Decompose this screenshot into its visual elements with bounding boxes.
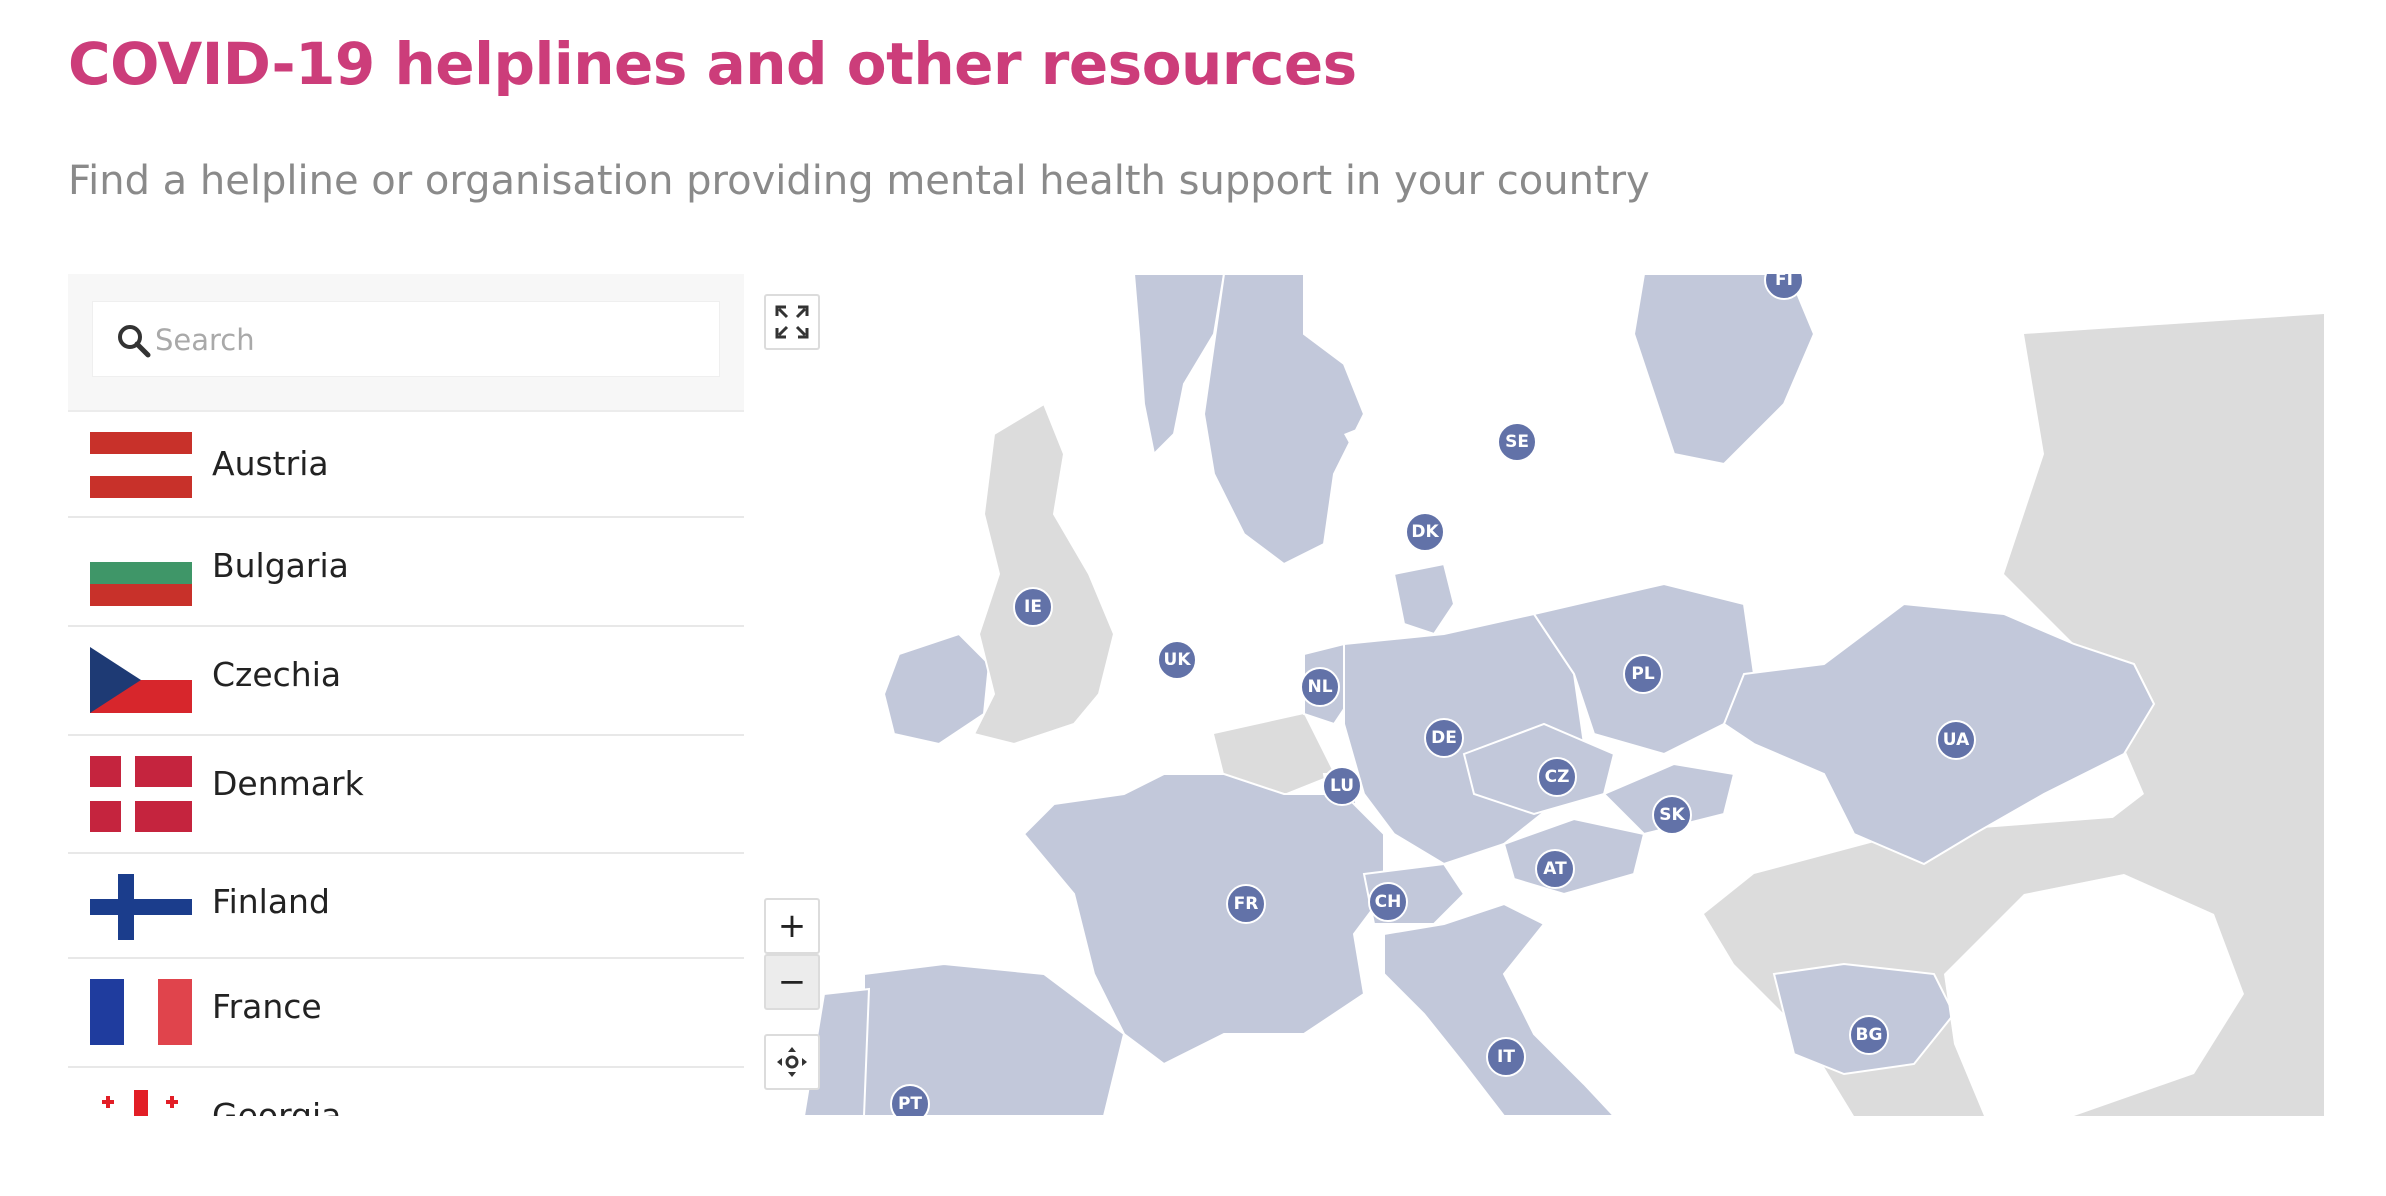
search-box[interactable] bbox=[92, 301, 720, 378]
map-region-austria bbox=[1502, 817, 1646, 896]
france-flag-icon bbox=[90, 979, 192, 1045]
map-region-ireland bbox=[882, 632, 991, 746]
map-region-finland bbox=[1632, 274, 1816, 466]
zoom-out-label: − bbox=[777, 962, 807, 1002]
country-item-austria[interactable]: Austria bbox=[68, 412, 744, 518]
recenter-icon bbox=[777, 1047, 807, 1077]
country-name: Czechia bbox=[212, 655, 342, 694]
map-region-denmark bbox=[1392, 562, 1456, 636]
map-canvas[interactable] bbox=[744, 274, 2324, 1116]
search-icon bbox=[118, 325, 151, 358]
recenter-button[interactable] bbox=[764, 1034, 820, 1090]
map-region-spain bbox=[863, 962, 1126, 1116]
country-name: France bbox=[212, 987, 322, 1026]
map-region-uk bbox=[972, 402, 1116, 746]
search-input[interactable] bbox=[153, 302, 717, 378]
map-region-switzerland bbox=[1362, 862, 1466, 925]
finland-flag-icon bbox=[90, 874, 192, 940]
country-item-denmark[interactable]: Denmark bbox=[68, 736, 744, 854]
country-item-finland[interactable]: Finland bbox=[68, 854, 744, 959]
country-name: Austria bbox=[212, 444, 329, 483]
country-item-bulgaria[interactable]: Bulgaria bbox=[68, 518, 744, 627]
map-region-sea bbox=[1944, 874, 2244, 1116]
austria-flag-icon bbox=[90, 432, 192, 498]
country-name: Finland bbox=[212, 882, 330, 921]
denmark-flag-icon bbox=[90, 756, 192, 832]
map-region-unhighlighted bbox=[1214, 714, 1334, 794]
country-name: Denmark bbox=[212, 764, 364, 803]
zoom-in-button[interactable]: + bbox=[764, 898, 820, 954]
country-name: Bulgaria bbox=[212, 546, 349, 585]
expand-icon bbox=[775, 305, 809, 339]
europe-map[interactable]: + − FI SE DK IE UK NL PL DE UA CZ LU SK … bbox=[744, 274, 2324, 1116]
zoom-in-label: + bbox=[777, 906, 807, 946]
country-item-georgia[interactable]: Georgia bbox=[68, 1068, 744, 1116]
map-region-sweden bbox=[1202, 274, 1366, 566]
country-item-france[interactable]: France bbox=[68, 959, 744, 1068]
country-list: Austria Bulgaria Czechia Denmark bbox=[68, 412, 744, 1116]
country-list-panel: Austria Bulgaria Czechia Denmark bbox=[68, 274, 744, 1116]
country-name: Georgia bbox=[212, 1096, 342, 1116]
fullscreen-button[interactable] bbox=[764, 294, 820, 350]
bulgaria-flag-icon bbox=[90, 540, 192, 606]
czechia-flag-icon bbox=[90, 647, 192, 713]
map-region-slovakia bbox=[1602, 762, 1736, 836]
map-region-sea bbox=[1344, 394, 1564, 564]
country-item-czechia[interactable]: Czechia bbox=[68, 627, 744, 736]
page-title: COVID-19 helplines and other resources bbox=[68, 30, 1357, 98]
search-area bbox=[68, 274, 744, 412]
page-subtitle: Find a helpline or organisation providin… bbox=[68, 158, 1650, 204]
map-region-italy bbox=[1383, 902, 1616, 1116]
georgia-flag-icon bbox=[90, 1090, 192, 1116]
zoom-out-button[interactable]: − bbox=[764, 954, 820, 1010]
